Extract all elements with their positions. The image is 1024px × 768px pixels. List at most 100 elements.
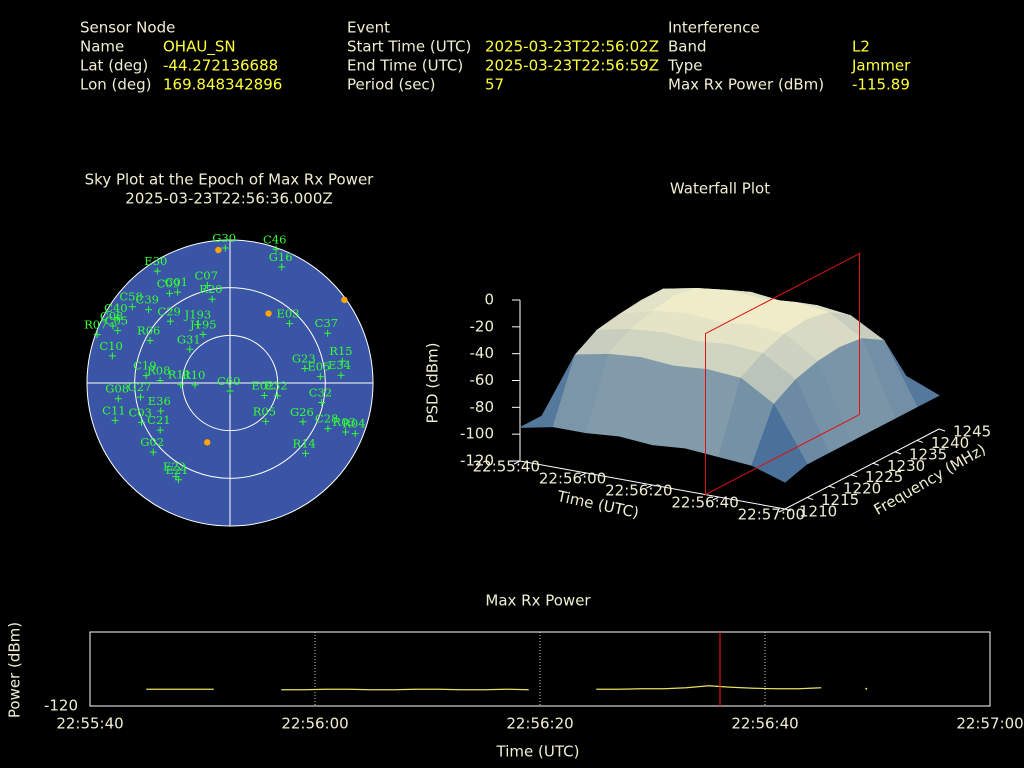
satellite-label: C08 bbox=[100, 309, 123, 323]
y-tick bbox=[872, 462, 880, 466]
satellite-label: R20 bbox=[199, 282, 222, 296]
z-tick-label: -120 bbox=[460, 452, 494, 470]
y-tick-label: 1215 bbox=[821, 491, 859, 509]
y-tick-label: 1210 bbox=[799, 503, 837, 521]
x-tick-label: 22:56:00 bbox=[539, 470, 606, 488]
satellite-label: E05 bbox=[307, 360, 330, 374]
x-tick-label: 22:56:00 bbox=[281, 715, 348, 733]
satellite bbox=[156, 426, 164, 434]
field-value: 2025-03-23T22:56:02Z bbox=[485, 38, 659, 56]
satellite-label: E03 bbox=[277, 306, 300, 320]
satellite-label: C21 bbox=[147, 413, 170, 427]
satellite-label: E34 bbox=[328, 358, 351, 372]
satellite-label: E36 bbox=[148, 394, 171, 408]
satellite-label: R10 bbox=[182, 368, 205, 382]
satellite bbox=[318, 398, 326, 406]
satellite bbox=[199, 330, 207, 338]
field-value: 2025-03-23T22:56:59Z bbox=[485, 57, 659, 75]
satellite-label: C28 bbox=[315, 412, 338, 426]
y-tick bbox=[828, 485, 836, 489]
satellite-label: C39 bbox=[136, 293, 159, 307]
field-value: 169.848342896 bbox=[163, 76, 282, 94]
field-label: Lon (deg) bbox=[80, 76, 152, 94]
satellite bbox=[109, 322, 117, 330]
satellite bbox=[337, 371, 345, 379]
section-title: Interference bbox=[668, 19, 760, 37]
x-tick-label: 22:56:20 bbox=[605, 482, 672, 500]
y-tick-label: 1240 bbox=[931, 434, 969, 452]
satellite-label: G30 bbox=[212, 231, 236, 245]
power-line bbox=[596, 685, 822, 690]
satellite-label: C60 bbox=[217, 374, 240, 388]
satellite-label: G08 bbox=[105, 382, 129, 396]
z-axis-label: PSD (dBm) bbox=[424, 342, 442, 423]
satellite bbox=[286, 319, 294, 327]
satellite-label: G26 bbox=[290, 405, 314, 419]
satellite-label: C37 bbox=[315, 316, 338, 330]
chart-subtitle: 2025-03-23T22:56:36.000Z bbox=[125, 190, 332, 208]
satellite bbox=[194, 321, 202, 329]
x-tick-label: 22:56:40 bbox=[731, 715, 798, 733]
satellite bbox=[93, 331, 101, 339]
chart-title: Sky Plot at the Epoch of Max Rx Power bbox=[85, 171, 375, 189]
satellite-label: C05 bbox=[105, 314, 128, 328]
satellite bbox=[203, 281, 211, 289]
satellite bbox=[272, 245, 280, 253]
satellite bbox=[145, 306, 153, 314]
satellite-label: C10 bbox=[99, 339, 122, 353]
x-tick-label: 22:56:40 bbox=[671, 494, 738, 512]
satellite-label: R06 bbox=[137, 323, 160, 337]
marker-dot bbox=[204, 439, 211, 446]
y-tick bbox=[916, 439, 924, 443]
y-tick bbox=[850, 474, 858, 478]
y-tick-label: -120 bbox=[44, 697, 78, 715]
satellite-label: G16 bbox=[269, 250, 293, 264]
satellite bbox=[262, 417, 270, 425]
satellite bbox=[186, 345, 194, 353]
satellite bbox=[108, 352, 116, 360]
satellite-label: C07 bbox=[194, 268, 217, 282]
satellite-label: G02 bbox=[140, 435, 164, 449]
satellite-label: E32 bbox=[265, 379, 288, 393]
epoch-plane bbox=[705, 252, 860, 496]
x-tick bbox=[513, 460, 521, 465]
satellite bbox=[157, 407, 165, 415]
satellite bbox=[128, 303, 136, 311]
field-label: Band bbox=[668, 38, 707, 56]
satellite bbox=[146, 336, 154, 344]
x-tick-label: 22:55:40 bbox=[473, 458, 540, 476]
z-tick-label: -60 bbox=[470, 371, 495, 389]
field-label: Period (sec) bbox=[347, 76, 436, 94]
x-tick-label: 22:57:00 bbox=[956, 715, 1023, 733]
x-tick bbox=[646, 484, 653, 489]
z-tick-label: -20 bbox=[470, 317, 495, 335]
field-label: Max Rx Power (dBm) bbox=[668, 76, 824, 94]
satellite bbox=[221, 244, 229, 252]
field-value: -44.272136688 bbox=[163, 57, 278, 75]
satellite-label: R04 bbox=[342, 417, 365, 431]
z-tick-label: -100 bbox=[460, 425, 494, 443]
satellite-label: J195 bbox=[189, 317, 217, 331]
surface-cell bbox=[751, 403, 808, 483]
chart-title: Waterfall Plot bbox=[670, 180, 770, 198]
frequency-axis bbox=[784, 428, 940, 510]
satellite bbox=[226, 387, 234, 395]
x-tick bbox=[778, 508, 786, 513]
satellite bbox=[299, 418, 307, 426]
y-tick-label: 1225 bbox=[865, 468, 903, 486]
satellite-label: G31 bbox=[177, 332, 201, 346]
satellite-label: C32 bbox=[309, 385, 332, 399]
satellite-label: R15 bbox=[329, 344, 352, 358]
satellite bbox=[274, 392, 282, 400]
satellite bbox=[338, 357, 346, 365]
satellite-label: C19 bbox=[133, 359, 156, 373]
x-tick bbox=[712, 496, 719, 501]
satellite bbox=[191, 381, 199, 389]
marker-dot bbox=[265, 310, 272, 317]
power-point bbox=[865, 687, 868, 690]
satellite bbox=[156, 377, 164, 385]
satellite bbox=[137, 418, 145, 426]
satellite-label: E22 bbox=[163, 460, 186, 474]
satellite-label: E02 bbox=[251, 378, 274, 392]
satellite-label: G27 bbox=[128, 380, 152, 394]
